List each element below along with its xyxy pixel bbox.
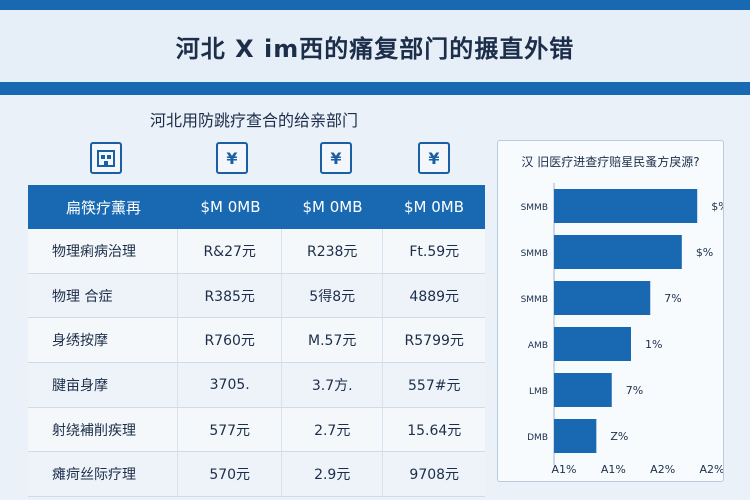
price-cell: R&27元 — [178, 229, 282, 273]
header-cell: 扁筷疗薰再 — [65, 198, 141, 217]
chart-bar — [554, 235, 682, 269]
price-cell: R385元 — [178, 273, 282, 318]
price-cell: 557#元 — [408, 377, 461, 394]
price-cell: M.57元 — [282, 318, 384, 363]
chart-bar — [554, 373, 612, 407]
chart-panel: 汉 旧医疗进查疗赔星民蚤方戾源? SMMB $% SMMB $% SMMB 7% AMB 1%… — [497, 140, 724, 482]
category-label: SMMB — [521, 249, 548, 259]
table-subtitle: 河北用防跳疗查合的给亲部门 — [150, 111, 359, 130]
building-icon — [90, 142, 122, 174]
data-label: $% — [696, 246, 713, 259]
row-label: 身绣按摩 — [28, 318, 179, 363]
category-label: LMB — [529, 387, 548, 397]
data-label: 7% — [626, 384, 643, 397]
category-label: SMMB — [521, 295, 548, 305]
table-row: 瘫疴丝际疗理 570元 2.9元 9708元 — [28, 452, 485, 498]
table-row: 射绕補削疾理 577元 2.7元 15.64元 — [28, 407, 485, 453]
row-label: 物理痢病治理 — [28, 229, 179, 273]
price-cell: R238元 — [282, 229, 384, 273]
price-cell: 2.9元 — [282, 452, 384, 497]
price-cell: 15.64元 — [407, 422, 462, 439]
table-body: 物理痢病治理 R&27元 R238元 Ft.59元物理 合症 R385元 5得8元 4889… — [28, 229, 485, 498]
row-label: 射绕補削疾理 — [28, 407, 179, 452]
page-title: 河北 X im西的痛复部门的搌直外错 — [175, 34, 575, 63]
yen-icon: ¥ — [418, 142, 450, 174]
header-cell: $M 0MB — [200, 198, 261, 216]
data-label: Z% — [610, 430, 628, 443]
header-cell: $M 0MB — [403, 198, 465, 216]
pricing-table: 扁筷疗薰再 $M 0MB $M 0MB $M 0MB 物理痢病治理 R&27元 R2… — [28, 185, 485, 498]
price-cell: R5799元 — [404, 333, 464, 350]
x-tick-label: A1% — [601, 463, 626, 476]
x-tick-label: A2% — [700, 463, 723, 476]
header-banner: 河北 X im西的痛复部门的搌直外错 — [0, 0, 750, 95]
category-label: AMB — [528, 341, 548, 351]
row-label: 腱亩身摩 — [28, 363, 179, 407]
price-cell: 2.7元 — [282, 407, 384, 452]
x-tick-label: A1% — [552, 463, 577, 476]
price-cell: 570元 — [178, 452, 282, 497]
table-row: 身绣按摩 R760元 M.57元 R5799元 — [28, 318, 485, 364]
row-label: 物理 合症 — [28, 273, 179, 318]
bar-chart: SMMB $% SMMB $% SMMB 7% AMB 1% LMB 7% DMB Z% A1% A1% A… — [521, 183, 723, 476]
category-label: SMMB — [521, 203, 548, 213]
price-cell: 3705. — [178, 363, 282, 407]
price-cell: 5得8元 — [282, 273, 384, 318]
header-cell: $M 0MB — [302, 198, 363, 216]
yen-icon: ¥ — [216, 142, 248, 174]
row-label: 瘫疴丝际疗理 — [28, 452, 179, 497]
data-label: $% — [711, 200, 723, 213]
header-title-box: 河北 X im西的痛复部门的搌直外错 — [0, 10, 750, 82]
price-cell: R760元 — [178, 318, 282, 363]
x-tick-label: A2% — [650, 463, 675, 476]
table-row: 腱亩身摩 3705. 3.7方. 557#元 — [28, 363, 485, 408]
chart-title: 汉 旧医疗进查疗赔星民蚤方戾源? — [521, 155, 700, 169]
chart-bar — [554, 327, 631, 361]
data-label: 1% — [645, 338, 662, 351]
chart-bar — [554, 281, 651, 315]
chart-bar — [554, 419, 597, 453]
column-icons: ¥ ¥ ¥ — [0, 142, 480, 178]
chart-bar — [554, 189, 698, 223]
table-row: 物理 合症 R385元 5得8元 4889元 — [28, 273, 485, 319]
data-label: 7% — [664, 292, 681, 305]
price-cell: 577元 — [178, 407, 282, 452]
price-cell: 3.7方. — [282, 363, 384, 407]
price-cell: 4889元 — [409, 288, 460, 305]
category-label: DMB — [527, 433, 548, 443]
table-header: 扁筷疗薰再 $M 0MB $M 0MB $M 0MB — [28, 185, 485, 229]
yen-icon: ¥ — [320, 142, 352, 174]
table-row: 物理痢病治理 R&27元 R238元 Ft.59元 — [28, 229, 485, 274]
price-cell: Ft.59元 — [409, 243, 460, 260]
price-cell: 9708元 — [409, 467, 460, 484]
